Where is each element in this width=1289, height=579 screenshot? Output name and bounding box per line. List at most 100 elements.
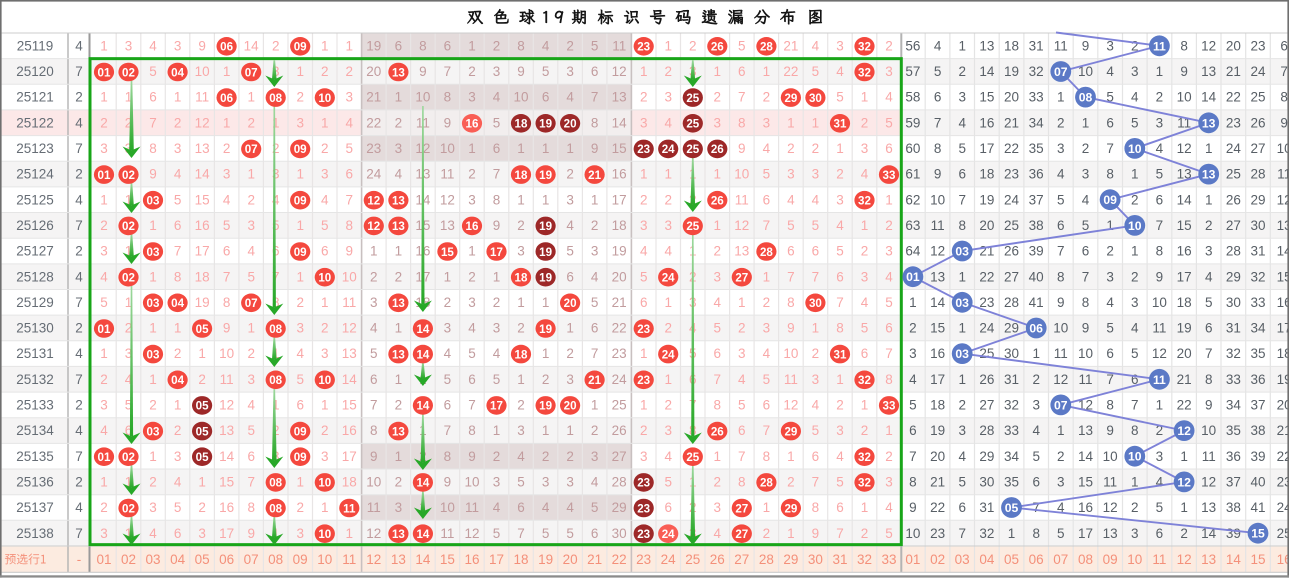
- svg-text:11: 11: [1103, 475, 1117, 490]
- svg-text:11: 11: [931, 218, 945, 233]
- svg-text:2: 2: [714, 90, 722, 105]
- svg-text:6: 6: [591, 526, 599, 541]
- svg-text:6: 6: [566, 269, 574, 284]
- svg-text:2: 2: [591, 218, 599, 233]
- svg-text:4: 4: [75, 269, 83, 284]
- svg-text:4: 4: [1106, 295, 1114, 310]
- svg-text:1: 1: [861, 398, 869, 413]
- svg-text:7: 7: [444, 423, 452, 438]
- svg-text:10: 10: [1177, 90, 1192, 105]
- svg-text:09: 09: [294, 195, 307, 208]
- svg-text:05: 05: [195, 552, 210, 567]
- svg-text:23: 23: [637, 477, 650, 490]
- svg-text:2: 2: [247, 346, 255, 361]
- svg-text:11: 11: [1054, 346, 1068, 361]
- svg-text:1: 1: [861, 500, 869, 515]
- svg-text:16: 16: [1277, 552, 1289, 567]
- svg-text:20: 20: [563, 552, 578, 567]
- svg-text:21: 21: [1004, 115, 1019, 130]
- svg-text:7: 7: [714, 372, 722, 387]
- svg-text:3: 3: [174, 38, 182, 53]
- svg-text:1: 1: [714, 449, 722, 464]
- svg-text:37: 37: [1226, 475, 1241, 490]
- svg-text:05: 05: [196, 451, 209, 464]
- svg-text:2: 2: [75, 321, 83, 336]
- svg-text:8: 8: [934, 141, 942, 156]
- svg-text:11: 11: [1202, 449, 1216, 464]
- svg-text:1: 1: [223, 64, 231, 79]
- svg-text:6: 6: [812, 449, 820, 464]
- svg-text:3: 3: [1131, 64, 1139, 79]
- svg-text:23: 23: [612, 346, 627, 361]
- svg-text:21: 21: [1177, 372, 1192, 387]
- svg-text:2: 2: [75, 167, 83, 182]
- svg-text:1: 1: [370, 244, 378, 259]
- svg-text:6: 6: [1057, 218, 1065, 233]
- svg-text:30: 30: [1250, 218, 1265, 233]
- svg-text:9: 9: [1180, 64, 1188, 79]
- svg-text:5: 5: [836, 475, 844, 490]
- svg-text:6: 6: [370, 372, 378, 387]
- svg-text:23: 23: [636, 552, 651, 567]
- svg-text:1: 1: [738, 295, 746, 310]
- svg-text:5: 5: [591, 295, 599, 310]
- svg-text:2: 2: [75, 90, 83, 105]
- svg-text:3: 3: [468, 295, 476, 310]
- svg-text:4: 4: [861, 167, 869, 182]
- svg-text:3: 3: [174, 141, 182, 156]
- svg-text:4: 4: [1106, 64, 1114, 79]
- svg-text:18: 18: [195, 269, 210, 284]
- svg-text:4: 4: [566, 90, 574, 105]
- svg-text:10: 10: [1277, 141, 1289, 156]
- svg-text:7: 7: [75, 526, 83, 541]
- svg-text:8: 8: [247, 500, 255, 515]
- svg-text:12: 12: [612, 64, 627, 79]
- svg-text:1: 1: [125, 90, 133, 105]
- svg-text:1: 1: [468, 141, 476, 156]
- svg-text:5: 5: [714, 321, 722, 336]
- svg-text:1: 1: [714, 218, 722, 233]
- svg-text:1: 1: [100, 475, 108, 490]
- svg-text:12: 12: [1053, 372, 1068, 387]
- svg-text:5: 5: [934, 64, 942, 79]
- svg-text:17: 17: [979, 141, 994, 156]
- svg-text:18: 18: [515, 169, 528, 182]
- svg-text:3: 3: [1205, 244, 1213, 259]
- svg-text:8: 8: [812, 500, 820, 515]
- svg-text:9: 9: [812, 526, 820, 541]
- svg-text:8: 8: [1280, 90, 1288, 105]
- svg-text:25132: 25132: [16, 372, 54, 387]
- svg-text:13: 13: [1202, 168, 1216, 182]
- svg-text:3: 3: [321, 346, 329, 361]
- svg-text:1: 1: [346, 38, 354, 53]
- svg-text:3: 3: [836, 192, 844, 207]
- svg-text:2: 2: [714, 244, 722, 259]
- svg-text:32: 32: [858, 195, 871, 208]
- svg-text:15: 15: [1078, 475, 1093, 490]
- svg-text:7: 7: [468, 398, 476, 413]
- svg-text:08: 08: [269, 323, 282, 336]
- svg-text:25122: 25122: [16, 115, 54, 130]
- svg-text:6: 6: [272, 244, 280, 259]
- svg-text:3: 3: [812, 372, 820, 387]
- svg-text:19: 19: [538, 552, 553, 567]
- svg-text:11: 11: [612, 38, 626, 53]
- svg-text:2: 2: [640, 90, 648, 105]
- svg-text:3: 3: [346, 90, 354, 105]
- svg-text:8: 8: [714, 398, 722, 413]
- svg-text:8: 8: [1156, 244, 1164, 259]
- svg-text:09: 09: [294, 451, 307, 464]
- svg-text:4: 4: [812, 398, 820, 413]
- svg-text:2: 2: [861, 115, 869, 130]
- svg-text:4: 4: [640, 244, 648, 259]
- svg-text:02: 02: [122, 272, 135, 285]
- svg-text:13: 13: [612, 90, 627, 105]
- svg-text:13: 13: [930, 269, 945, 284]
- svg-text:3: 3: [1057, 141, 1065, 156]
- svg-text:14: 14: [930, 295, 946, 310]
- svg-text:1: 1: [763, 269, 771, 284]
- svg-text:1: 1: [836, 372, 844, 387]
- svg-text:1: 1: [272, 398, 280, 413]
- svg-text:2: 2: [100, 218, 108, 233]
- svg-text:13: 13: [392, 297, 405, 310]
